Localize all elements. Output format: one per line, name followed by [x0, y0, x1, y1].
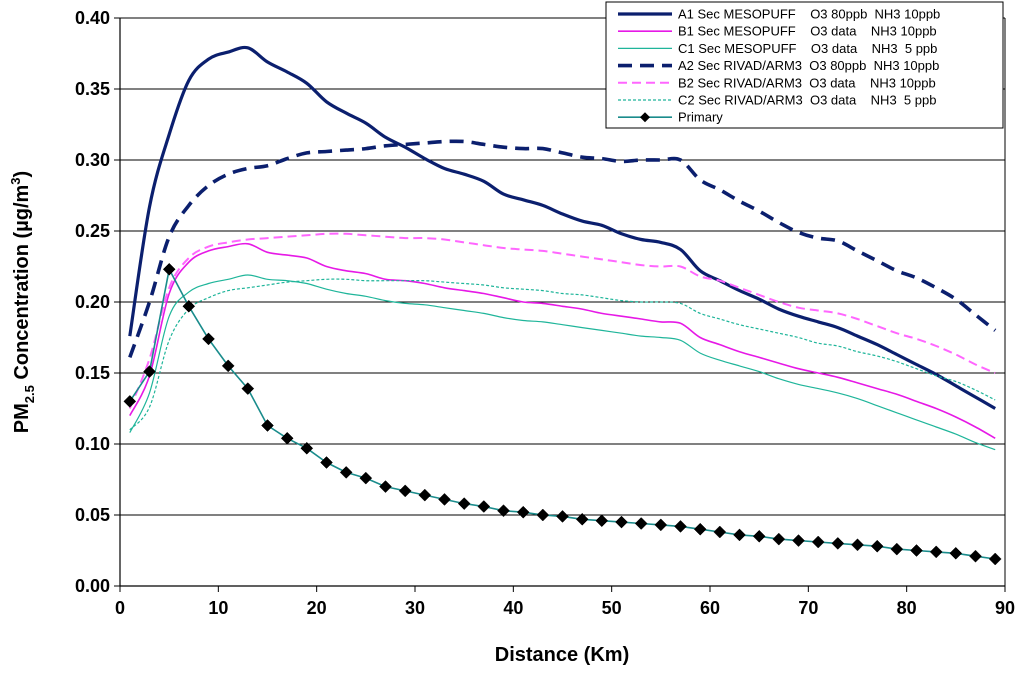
legend-label-5: C2 Sec RIVAD/ARM3 O3 data NH3 5 ppb: [678, 93, 936, 108]
x-tick-label: 40: [503, 598, 523, 618]
y-axis-title-sup: 3: [8, 177, 23, 184]
primary-marker: [575, 512, 589, 526]
y-tick-label: 0.30: [75, 150, 110, 170]
primary-marker: [733, 528, 746, 542]
primary-marker: [634, 517, 648, 530]
primary-marker: [359, 471, 373, 485]
primary-marker: [929, 545, 943, 559]
primary-marker: [910, 544, 923, 557]
legend-label-6: Primary: [678, 110, 723, 125]
primary-marker: [241, 382, 255, 395]
x-axis-title: Distance (Km): [495, 644, 629, 666]
y-tick-label: 0.15: [75, 363, 110, 383]
primary-marker: [752, 529, 766, 543]
x-tick-label: 60: [700, 598, 720, 618]
primary-marker: [851, 538, 864, 552]
primary-marker: [713, 525, 727, 539]
y-tick-label: 0.40: [75, 8, 110, 28]
primary-marker: [418, 488, 432, 502]
series-line-2: [129, 274, 996, 451]
primary-marker: [870, 539, 884, 553]
primary-marker: [379, 480, 392, 493]
x-tick-label: 70: [798, 598, 818, 618]
primary-marker: [202, 332, 215, 346]
primary-marker: [988, 552, 1002, 566]
y-axis-title-sub: 2.5: [22, 385, 37, 403]
primary-marker: [693, 522, 707, 536]
primary-marker: [398, 484, 412, 498]
legend-label-4: B2 Sec RIVAD/ARM3 O3 data NH3 10ppb: [678, 75, 936, 90]
x-tick-label: 0: [115, 598, 125, 618]
x-tick-label: 80: [897, 598, 917, 618]
primary-marker: [890, 542, 904, 556]
primary-marker: [772, 532, 786, 546]
primary-marker: [615, 515, 628, 529]
primary-marker: [182, 299, 196, 313]
primary-marker: [969, 549, 982, 563]
legend-box: [605, 1, 1004, 129]
legend-label-0: A1 Sec MESOPUFF O3 80ppb NH3 10ppb: [678, 7, 940, 22]
y-tick-label: 0.25: [75, 221, 110, 241]
primary-marker: [792, 534, 805, 547]
primary-marker: [300, 441, 314, 455]
y-tick-label: 0.20: [75, 292, 110, 312]
primary-marker: [280, 431, 294, 445]
primary-marker: [674, 520, 687, 533]
x-tick-label: 90: [995, 598, 1015, 618]
x-tick-label: 50: [602, 598, 622, 618]
primary-marker: [477, 500, 491, 513]
y-axis-title-end: ): [11, 171, 33, 178]
legend-label-1: B1 Sec MESOPUFF O3 data NH3 10ppb: [678, 24, 937, 39]
primary-marker: [123, 395, 137, 408]
y-tick-label: 0.05: [75, 505, 110, 525]
primary-marker: [457, 497, 471, 510]
legend-marker: [640, 112, 650, 123]
primary-marker: [831, 537, 845, 550]
y-tick-label: 0.35: [75, 79, 110, 99]
y-axis-title: PM2.5 Concentration (µg/m3): [8, 171, 37, 433]
primary-marker: [595, 514, 609, 528]
series-line-4: [128, 232, 996, 409]
y-axis-title-rest: Concentration (µg/m: [11, 185, 33, 385]
primary-marker: [320, 456, 333, 469]
series-group: [123, 45, 1002, 566]
x-tick-label: 10: [208, 598, 228, 618]
legend: A1 Sec MESOPUFF O3 80ppb NH3 10ppb B1 Sec…: [605, 1, 1004, 129]
legend-label-3: A2 Sec RIVAD/ARM3 O3 80ppb NH3 10ppb: [678, 58, 939, 73]
primary-marker: [497, 504, 510, 518]
x-tick-label: 30: [405, 598, 425, 618]
primary-marker: [536, 508, 550, 522]
primary-marker: [556, 510, 569, 523]
primary-marker: [516, 505, 530, 519]
primary-marker: [811, 535, 825, 549]
y-tick-label: 0.00: [75, 576, 110, 596]
primary-marker: [949, 546, 963, 560]
series-line-3: [128, 139, 997, 359]
primary-marker: [438, 493, 451, 506]
series-line-5: [129, 278, 996, 431]
primary-marker: [654, 518, 668, 532]
y-tick-labels: 0.00 0.05 0.10 0.15 0.20 0.25 0.30 0.35 0.40: [75, 8, 110, 596]
legend-label-2: C1 Sec MESOPUFF O3 data NH3 5 ppb: [678, 41, 937, 56]
primary-marker: [143, 365, 156, 378]
y-axis-title-base: PM: [11, 403, 33, 433]
primary-marker: [162, 262, 176, 276]
y-tick-label: 0.10: [75, 434, 110, 454]
x-tick-labels: 0 10 20 30 40 50 60 70 80 90: [115, 598, 1015, 618]
primary-marker: [221, 359, 235, 373]
series-line-0: [128, 45, 996, 410]
axes: [114, 17, 1006, 592]
x-tick-label: 20: [307, 598, 327, 618]
primary-marker: [339, 466, 353, 479]
primary-marker: [261, 419, 274, 432]
series-line-1: [129, 242, 996, 439]
